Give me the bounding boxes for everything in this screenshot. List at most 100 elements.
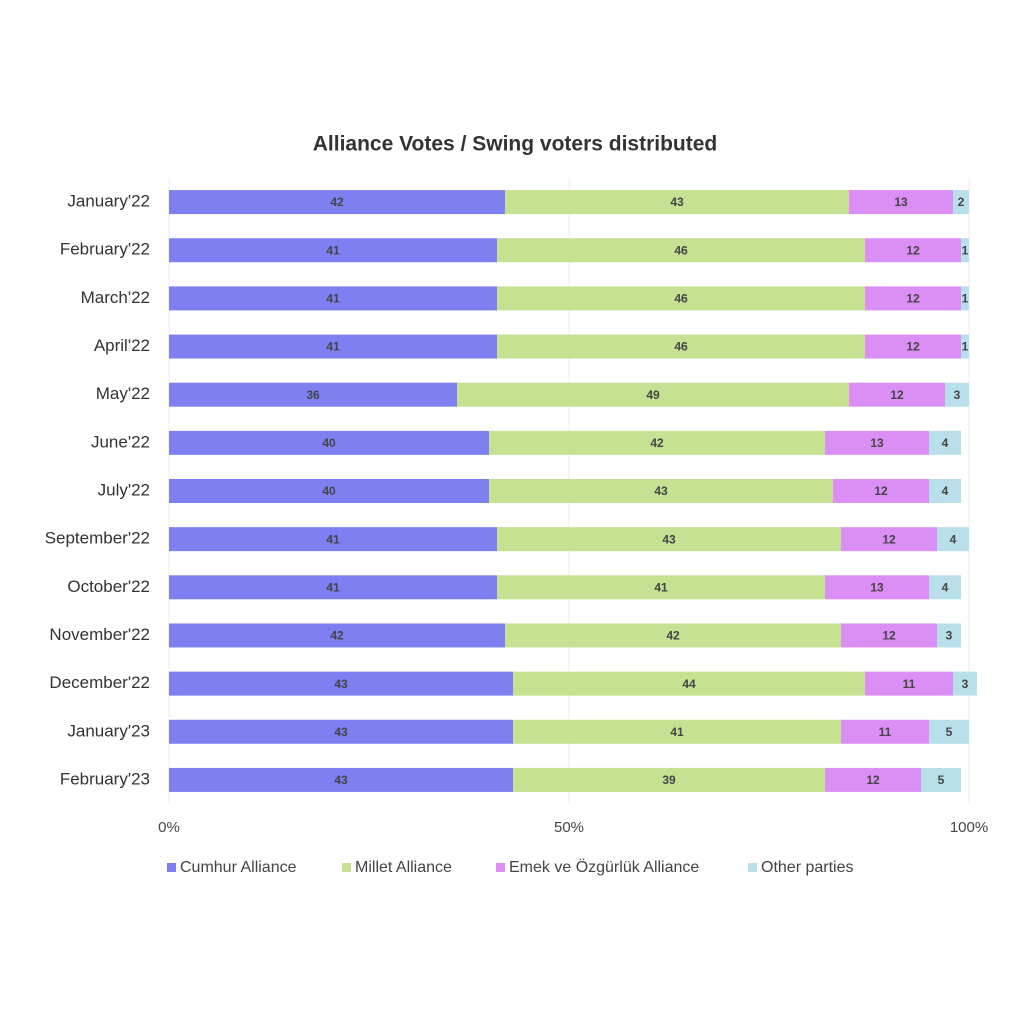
data-label: 3 [962,677,969,691]
data-label: 1 [962,243,969,257]
data-label: 5 [938,773,945,787]
data-label: 36 [306,388,320,402]
bar-segment [849,190,953,215]
data-label: 41 [654,580,668,594]
bar-segment [497,334,865,359]
data-label: 40 [322,484,336,498]
legend-swatch [342,863,351,872]
legend-label: Millet Alliance [355,859,452,876]
y-tick-label: January'23 [67,721,150,740]
bar-segment [169,671,513,696]
y-tick-label: September'22 [45,529,150,548]
chart-title: Alliance Votes / Swing voters distribute… [313,133,718,156]
data-label: 49 [646,388,660,402]
data-label: 44 [682,677,696,691]
data-label: 3 [946,629,953,643]
legend-swatch [167,863,176,872]
bar-segment [921,767,961,792]
bar-segment [865,671,953,696]
bar-segment [169,190,505,215]
data-label: 39 [662,773,676,787]
data-label: 12 [874,484,888,498]
bar-segment [497,286,865,311]
bar-segment [169,527,497,552]
data-label: 46 [674,243,688,257]
data-label: 4 [942,484,949,498]
bar-segment [953,671,977,696]
legend-swatch [748,863,757,872]
bar-segment [945,382,969,407]
bar-segment [505,190,849,215]
data-label: 12 [906,243,920,257]
data-label: 42 [330,195,344,209]
data-label: 4 [942,580,949,594]
data-label: 4 [950,532,957,546]
data-label: 2 [958,195,965,209]
data-label: 4 [942,436,949,450]
bar-segment [961,238,969,263]
bar-segment [929,479,961,503]
data-label: 1 [962,292,969,306]
bar-segment [841,623,937,648]
data-label: 1 [962,340,969,354]
bar-segment [457,382,849,407]
data-label: 43 [670,195,684,209]
data-label: 13 [870,580,884,594]
data-label: 41 [326,532,340,546]
bar-segment [929,719,969,744]
bar-segment [497,238,865,263]
y-tick-label: March'22 [81,288,150,307]
bar-segment [833,479,929,503]
x-tick-label: 0% [158,819,180,836]
bar-segment [929,430,961,455]
legend-label: Other parties [761,859,853,876]
legend-label: Cumhur Alliance [180,859,297,876]
data-label: 46 [674,292,688,306]
bar-segment [937,527,969,552]
data-label: 43 [334,773,348,787]
y-tick-label: April'22 [94,336,150,355]
data-label: 12 [882,532,896,546]
data-label: 41 [326,292,340,306]
bar-segment [169,238,497,263]
data-label: 5 [946,725,953,739]
bar-segment [169,479,489,503]
legend-swatch [496,863,505,872]
y-tick-label: November'22 [49,625,150,644]
y-tick-label: May'22 [96,384,150,403]
legend-label: Emek ve Özgürlük Alliance [509,858,699,876]
bar-segment [961,334,969,359]
y-tick-label: October'22 [67,577,150,596]
data-label: 41 [670,725,684,739]
data-label: 43 [654,484,668,498]
data-label: 11 [879,725,892,739]
bar-segment [825,430,929,455]
data-label: 11 [903,677,916,691]
bar-segment [169,623,505,648]
bar-segment [929,575,961,600]
bar-segment [169,382,457,407]
bar-segment [169,767,513,792]
data-label: 13 [870,436,884,450]
data-label: 12 [906,340,920,354]
bar-segment [841,527,937,552]
bar-segment [169,430,489,455]
y-tick-label: February'23 [60,769,150,788]
bar-segment [505,623,841,648]
data-label: 41 [326,580,340,594]
bar-segment [953,190,969,215]
data-label: 12 [866,773,880,787]
bar-segment [513,671,865,696]
y-tick-label: February'22 [60,240,150,259]
data-label: 12 [890,388,904,402]
bar-segment [497,527,841,552]
data-label: 46 [674,340,688,354]
y-tick-label: December'22 [49,673,150,692]
bar-segment [513,719,841,744]
data-label: 13 [894,195,908,209]
bar-segment [961,286,969,311]
data-label: 41 [326,340,340,354]
data-label: 43 [334,725,348,739]
x-tick-label: 50% [554,819,584,836]
